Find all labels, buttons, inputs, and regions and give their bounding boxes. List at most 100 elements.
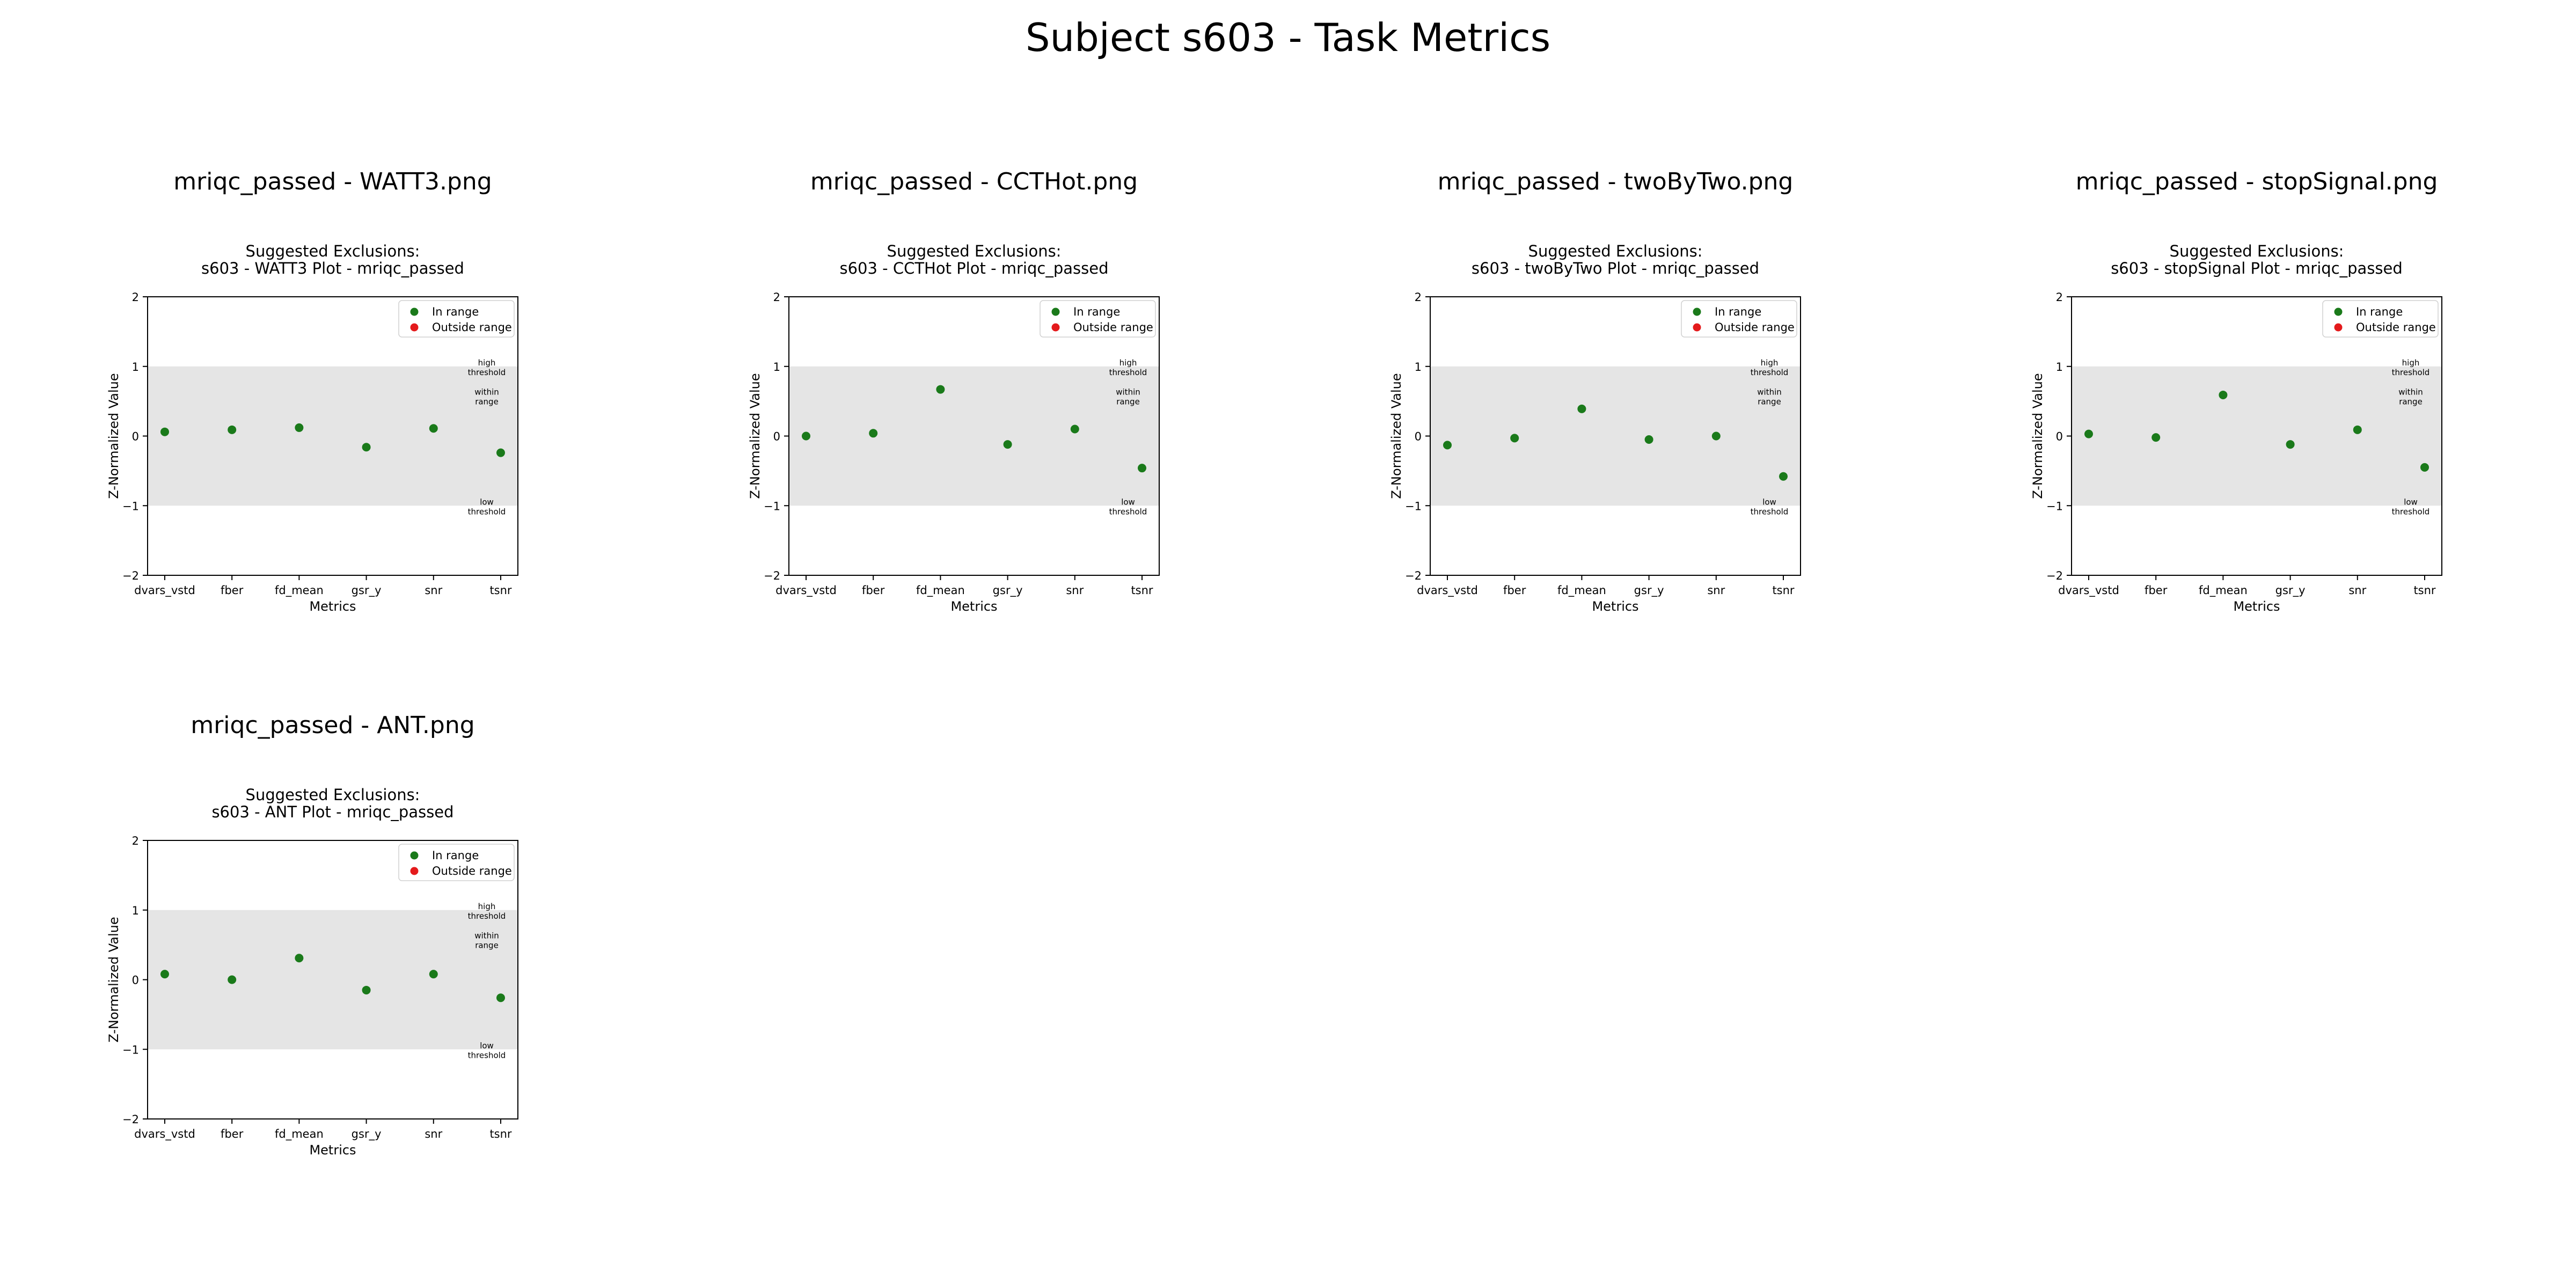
y-axis-label: Z-Normalized Value (106, 373, 121, 499)
high-threshold-annotation: high (1761, 358, 1779, 368)
chart-panel-4: mriqc_passed - stopSignal.png Suggested E… (2030, 168, 2442, 614)
y-tick-label: −1 (122, 500, 139, 513)
data-point-fd_mean (295, 954, 304, 963)
x-tick-label: tsnr (2413, 584, 2435, 597)
panel-title-line1: Suggested Exclusions: (1528, 242, 1703, 260)
panel-title-line1: Suggested Exclusions: (2170, 242, 2344, 260)
x-axis-label: Metrics (2233, 599, 2280, 614)
legend: In range Outside range (398, 300, 515, 338)
y-axis-label: Z-Normalized Value (748, 373, 763, 499)
x-tick-label: tsnr (1131, 584, 1153, 597)
high-threshold-annotation: threshold (1751, 368, 1789, 377)
data-point-dvars_vstd (802, 431, 810, 441)
legend-box (398, 844, 515, 881)
data-point-dvars_vstd (160, 427, 169, 436)
legend: In range Outside range (2322, 300, 2439, 338)
y-tick-label: −2 (122, 1113, 139, 1126)
low-threshold-annotation: low (480, 1041, 494, 1050)
x-tick-label: fd_mean (2199, 584, 2248, 597)
legend-marker-outside-range (1693, 323, 1701, 332)
data-point-gsr_y (1644, 435, 1653, 444)
legend-box (1681, 300, 1797, 338)
data-point-gsr_y (362, 443, 371, 452)
legend-marker-in-range (410, 851, 419, 860)
x-tick-label: snr (1707, 584, 1725, 597)
data-point-dvars_vstd (160, 970, 169, 979)
panel-title-line2: s603 - twoByTwo Plot - mriqc_passed (1472, 259, 1759, 277)
x-tick-label: fd_mean (1557, 584, 1606, 597)
data-point-fd_mean (295, 423, 304, 432)
panel-header: mriqc_passed - twoByTwo.png (1438, 168, 1794, 195)
y-tick-label: −1 (764, 500, 780, 513)
x-tick-label: gsr_y (2275, 584, 2306, 597)
x-tick-label: gsr_y (1634, 584, 1664, 597)
data-point-snr (1070, 425, 1079, 434)
x-tick-label: snr (1066, 584, 1084, 597)
high-threshold-annotation: high (478, 358, 496, 368)
high-threshold-annotation: high (1119, 358, 1137, 368)
x-tick-label: dvars_vstd (134, 1128, 195, 1141)
data-point-tsnr (496, 993, 505, 1002)
legend-box (1040, 300, 1156, 338)
y-tick-label: 2 (132, 835, 139, 847)
y-tick-label: −1 (122, 1043, 139, 1056)
y-tick-label: −2 (122, 569, 139, 582)
x-tick-label: fber (1503, 584, 1526, 597)
chart-panel-1: mriqc_passed - WATT3.png Suggested Exclus… (106, 168, 518, 614)
y-tick-label: −1 (1405, 500, 1422, 513)
panel-header: mriqc_passed - CCTHot.png (810, 168, 1138, 195)
high-threshold-annotation: high (478, 902, 496, 911)
x-tick-label: dvars_vstd (775, 584, 837, 597)
x-axis-label: Metrics (1592, 599, 1638, 614)
legend-label-in-range: In range (2356, 305, 2403, 318)
legend-label-outside-range: Outside range (2356, 321, 2436, 334)
high-threshold-annotation: threshold (468, 911, 506, 921)
x-tick-label: tsnr (489, 584, 511, 597)
y-tick-label: 1 (132, 904, 139, 917)
chart-panel-2: mriqc_passed - CCTHot.png Suggested Exclu… (748, 168, 1160, 614)
y-axis-label: Z-Normalized Value (1389, 373, 1404, 499)
within-range-annotation: range (1116, 397, 1140, 407)
x-tick-label: snr (425, 1128, 442, 1140)
x-tick-label: fd_mean (275, 1128, 324, 1141)
legend-marker-in-range (2334, 308, 2343, 316)
y-tick-label: 2 (773, 291, 780, 304)
x-tick-label: gsr_y (993, 584, 1023, 597)
panel-title-line1: Suggested Exclusions: (887, 242, 1062, 260)
legend-label-in-range: In range (432, 849, 479, 862)
panel-header: mriqc_passed - WATT3.png (173, 168, 492, 195)
legend-box (2322, 300, 2439, 338)
data-point-tsnr (1138, 464, 1146, 473)
high-threshold-annotation: threshold (468, 368, 506, 377)
low-threshold-annotation: low (1762, 497, 1776, 507)
y-tick-label: −2 (2046, 569, 2063, 582)
x-tick-label: dvars_vstd (134, 584, 195, 597)
legend-marker-in-range (410, 308, 419, 316)
data-point-dvars_vstd (2084, 429, 2093, 438)
legend-marker-outside-range (2334, 323, 2343, 332)
legend-marker-in-range (1693, 308, 1701, 316)
low-threshold-annotation: low (480, 497, 494, 507)
legend-marker-outside-range (1051, 323, 1060, 332)
within-range-annotation: range (475, 941, 499, 950)
low-threshold-annotation: threshold (1109, 507, 1147, 516)
y-tick-label: 0 (1415, 430, 1422, 443)
within-range-annotation: range (2399, 397, 2423, 407)
legend: In range Outside range (1040, 300, 1156, 338)
legend-box (398, 300, 515, 338)
y-tick-label: 1 (2056, 361, 2063, 374)
x-tick-label: dvars_vstd (2058, 584, 2119, 597)
panels: mriqc_passed - WATT3.png Suggested Exclus… (106, 168, 2442, 1158)
x-tick-label: fber (221, 1128, 244, 1140)
data-point-gsr_y (362, 985, 371, 994)
low-threshold-annotation: threshold (468, 1050, 506, 1060)
data-point-fd_mean (1577, 404, 1586, 413)
x-tick-label: snr (2348, 584, 2366, 597)
legend-label-outside-range: Outside range (432, 321, 512, 334)
chart-panel-3: mriqc_passed - twoByTwo.png Suggested Exc… (1389, 168, 1801, 614)
legend-label-in-range: In range (432, 305, 479, 318)
y-tick-label: 2 (1415, 291, 1422, 304)
low-threshold-annotation: threshold (1751, 507, 1789, 516)
data-point-fd_mean (2219, 390, 2228, 399)
within-range-annotation: within (474, 931, 499, 941)
